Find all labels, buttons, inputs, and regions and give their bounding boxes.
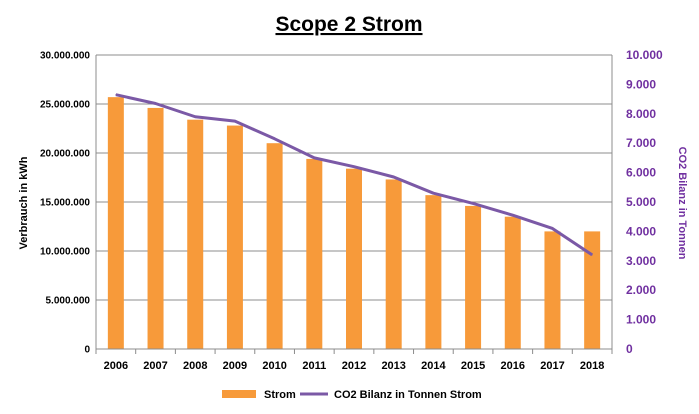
x-tick-label: 2013 <box>381 360 405 372</box>
x-tick-label: 2009 <box>223 360 247 372</box>
right-tick-label: 1.000 <box>626 313 656 327</box>
x-tick-label: 2018 <box>580 360 604 372</box>
x-tick-label: 2008 <box>183 360 207 372</box>
co2-point-2009 <box>234 120 236 122</box>
left-tick-label: 15.000.000 <box>40 198 90 209</box>
legend: Strom CO2 Bilanz in Tonnen Strom <box>222 389 482 401</box>
bar-2013 <box>385 179 402 349</box>
left-tick-label: 25.000.000 <box>40 100 90 111</box>
bar-2006 <box>107 97 124 349</box>
bar-2008 <box>187 119 204 350</box>
x-tick-label: 2015 <box>461 360 485 372</box>
co2-point-2012 <box>353 166 355 168</box>
right-tick-label: 2.000 <box>626 283 656 297</box>
legend-label-co2: CO2 Bilanz in Tonnen Strom <box>334 389 482 401</box>
x-tick-label: 2017 <box>540 360 564 372</box>
x-tick-label: 2007 <box>143 360 167 372</box>
x-tick-label: 2012 <box>342 360 366 372</box>
co2-point-2014 <box>432 192 434 194</box>
bar-2009 <box>226 125 243 349</box>
co2-point-2007 <box>155 103 157 105</box>
chart-title: Scope 2 Strom <box>275 13 422 36</box>
right-axis-label: CO2 Bilanz in Tonnen <box>676 147 688 260</box>
right-tick-label: 3.000 <box>626 254 656 268</box>
bar-series-strom <box>107 97 601 350</box>
bar-2015 <box>465 205 482 349</box>
left-axis-label: Verbrauch in kWh <box>18 156 30 249</box>
bar-2012 <box>346 168 362 349</box>
left-axis-ticks: 0 5.000.000 10.000.000 15.000.000 20.000.000… <box>40 51 91 356</box>
right-tick-label: 7.000 <box>626 136 656 150</box>
co2-point-2016 <box>512 214 514 216</box>
co2-point-2018 <box>591 254 593 256</box>
bar-2007 <box>147 107 164 349</box>
right-tick-label: 9.000 <box>626 77 656 91</box>
x-tick-label: 2011 <box>302 360 326 372</box>
co2-point-2010 <box>274 138 276 140</box>
left-tick-label: 0 <box>84 345 90 356</box>
right-tick-label: 0 <box>626 342 633 356</box>
right-tick-label: 8.000 <box>626 107 656 121</box>
left-tick-label: 30.000.000 <box>40 51 90 62</box>
x-tick-label: 2010 <box>262 360 286 372</box>
left-tick-label: 20.000.000 <box>40 149 90 160</box>
x-axis-ticks: 2006 2007 2008 2009 2010 2011 2012 2013 2014 2015… <box>104 360 605 372</box>
right-tick-label: 10.000 <box>626 48 663 62</box>
axes <box>95 55 613 354</box>
co2-point-2013 <box>393 176 395 178</box>
left-tick-label: 5.000.000 <box>46 296 91 307</box>
bar-2017 <box>544 231 561 349</box>
co2-point-2015 <box>472 202 474 204</box>
right-axis-ticks: 0 1.000 2.000 3.000 4.000 5.000 6.000 7.000 8.00… <box>626 48 663 356</box>
right-tick-label: 6.000 <box>626 166 656 180</box>
bar-2014 <box>425 195 442 349</box>
right-tick-label: 5.000 <box>626 195 656 209</box>
line-series-co2 <box>115 93 593 257</box>
bar-2016 <box>504 216 521 349</box>
legend-label-strom: Strom <box>264 389 296 401</box>
left-tick-label: 10.000.000 <box>40 247 90 258</box>
bar-2018 <box>584 231 601 349</box>
legend-swatch-strom <box>222 390 256 398</box>
co2-point-2011 <box>313 157 315 159</box>
co2-point-2017 <box>551 227 553 229</box>
right-tick-label: 4.000 <box>626 224 656 238</box>
x-tick-label: 2014 <box>421 360 446 372</box>
x-tick-label: 2006 <box>104 360 128 372</box>
co2-point-2006 <box>115 94 117 96</box>
bar-2011 <box>306 158 323 349</box>
bar-2010 <box>266 143 283 349</box>
x-tick-label: 2016 <box>501 360 525 372</box>
co2-point-2008 <box>194 116 196 118</box>
